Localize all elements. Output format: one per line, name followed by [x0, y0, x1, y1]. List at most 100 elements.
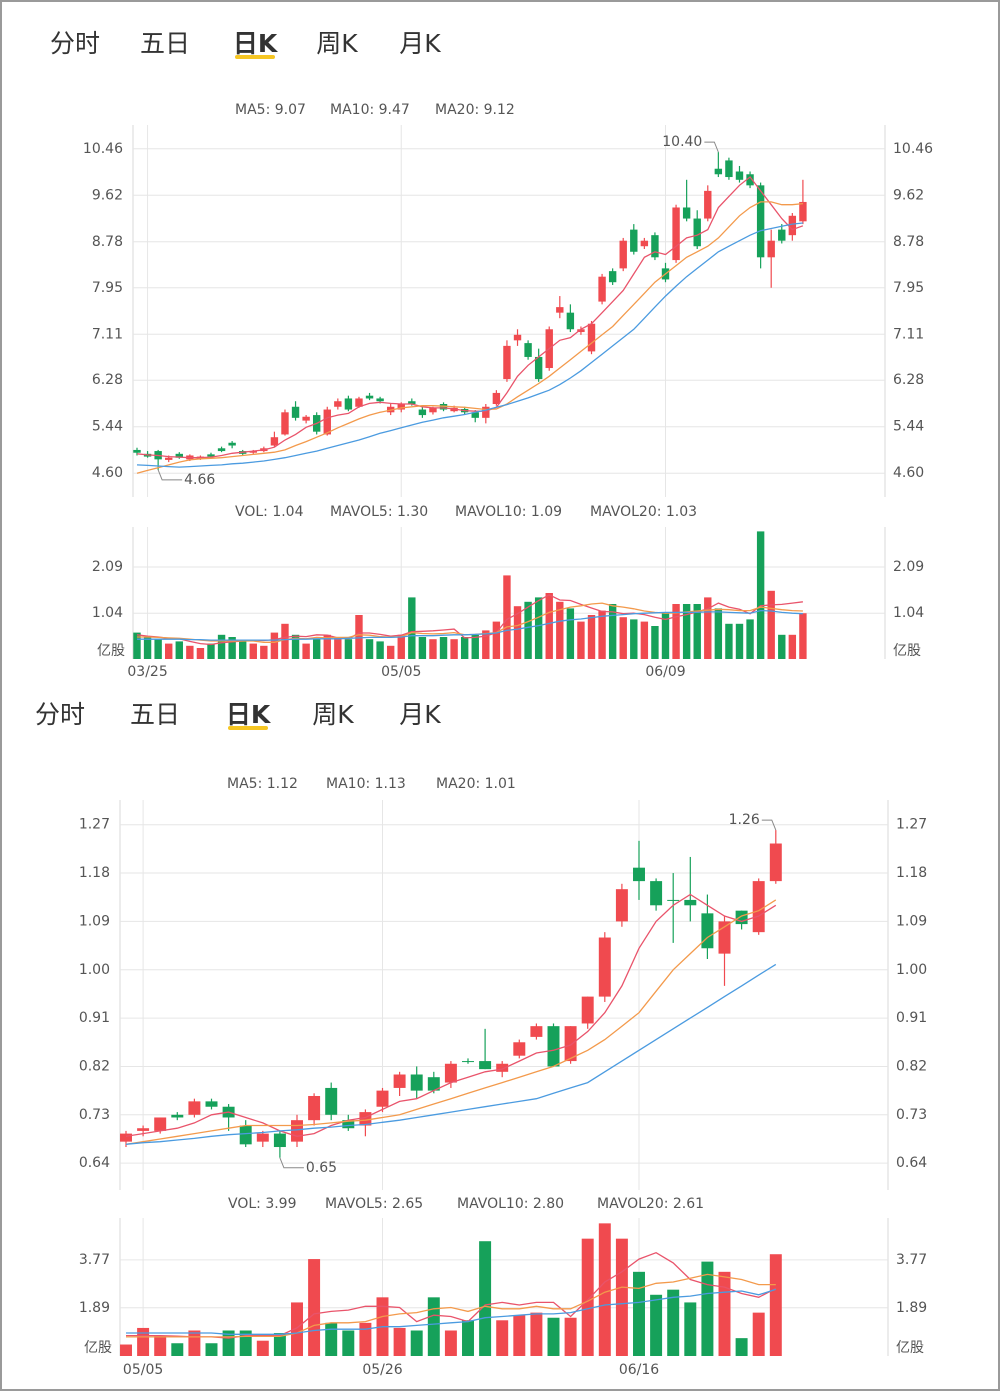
volume-bar	[684, 1302, 697, 1356]
volume-bar	[661, 612, 670, 659]
candle-body	[524, 343, 532, 357]
tab[interactable]: 五日	[130, 700, 180, 729]
legend-label: MAVOL20: 2.61	[597, 1196, 704, 1212]
x-tick-label: 03/25	[127, 664, 167, 680]
y-tick-label: 7.11	[893, 326, 924, 342]
ma-line	[126, 1273, 776, 1338]
y-tick-label: 4.60	[893, 465, 924, 481]
volume-bar	[137, 1327, 150, 1356]
volume-bar	[693, 604, 701, 659]
y-tick-label: 1.18	[896, 865, 927, 881]
y-tick-label: 8.78	[893, 234, 924, 250]
candle-body	[376, 1090, 389, 1107]
volume-bar	[530, 1312, 543, 1356]
candle-body	[735, 910, 748, 925]
candle-body	[393, 1074, 406, 1088]
candle-body	[513, 1042, 526, 1056]
y-tick-label: 1.04	[893, 605, 924, 621]
volume-bar	[581, 1238, 594, 1356]
candle-body	[598, 276, 606, 302]
tab[interactable]: 周K	[316, 29, 358, 58]
y-tick-label: 9.62	[893, 187, 924, 203]
volume-unit: 亿股	[896, 1340, 924, 1356]
candle-body	[376, 398, 384, 402]
volume-bar	[386, 645, 395, 659]
candle-body	[427, 1077, 440, 1091]
candle-body	[273, 1133, 286, 1148]
volume-bar	[564, 1317, 577, 1356]
volume-bar	[205, 1343, 218, 1356]
volume-bar	[718, 1271, 731, 1356]
candle-body	[608, 271, 617, 283]
candle-body	[188, 1101, 201, 1115]
y-tick-label: 3.77	[896, 1252, 927, 1268]
candle-body	[325, 1087, 338, 1115]
candle-body	[756, 185, 765, 258]
y-tick-label: 0.64	[79, 1155, 110, 1171]
candle-body	[633, 867, 645, 882]
candle-body	[133, 449, 141, 453]
volume-bar	[598, 610, 606, 659]
volume-bar	[171, 1343, 184, 1356]
volume-bar	[444, 1330, 457, 1356]
volume-bar	[154, 1335, 167, 1356]
volume-bar	[545, 593, 553, 659]
volume-bar	[196, 648, 205, 659]
volume-bar	[482, 630, 490, 659]
volume-bar	[165, 643, 173, 659]
tab[interactable]: 日K	[226, 700, 272, 729]
candle-body	[217, 448, 226, 452]
tab[interactable]: 分时	[50, 29, 100, 58]
candle-body	[746, 174, 754, 186]
tab[interactable]: 五日	[140, 29, 190, 58]
y-tick-label: 7.11	[92, 326, 123, 342]
candle-body	[640, 240, 649, 247]
candle-body	[650, 881, 663, 906]
y-tick-label: 0.91	[896, 1010, 927, 1026]
legend-label: MA10: 9.47	[330, 102, 410, 118]
volume-bar	[175, 641, 183, 659]
volume-bar	[291, 1302, 303, 1356]
min-leader	[157, 469, 183, 481]
candle-body	[630, 229, 638, 252]
tab[interactable]: 分时	[35, 700, 85, 729]
y-tick-label: 0.82	[896, 1058, 927, 1074]
legend-label: MA5: 1.12	[227, 776, 298, 792]
volume-bar	[651, 626, 659, 659]
y-tick-label: 9.62	[92, 187, 123, 203]
volume-bar	[513, 1315, 526, 1356]
tab[interactable]: 月K	[399, 700, 441, 729]
y-tick-label: 5.44	[92, 419, 123, 435]
volume-bar	[462, 1320, 474, 1356]
candle-body	[171, 1114, 184, 1118]
volume-bar	[682, 604, 691, 659]
candle-body	[651, 235, 659, 258]
candle-body	[342, 1120, 355, 1129]
y-tick-label: 3.77	[79, 1252, 110, 1268]
legend-label: MAVOL5: 1.30	[330, 504, 428, 520]
volume-bar	[376, 641, 384, 659]
volume-bar	[429, 639, 437, 659]
candle-body	[205, 1101, 218, 1107]
tab[interactable]: 月K	[399, 29, 441, 58]
legend-label: MAVOL5: 2.65	[325, 1196, 423, 1212]
candle-body	[788, 215, 797, 236]
tab[interactable]: 日K	[233, 29, 279, 58]
volume-unit: 亿股	[893, 643, 921, 659]
y-tick-label: 7.95	[92, 280, 123, 296]
volume-bar	[630, 619, 638, 659]
tab[interactable]: 周K	[312, 700, 354, 729]
volume-bar	[619, 617, 627, 659]
candle-body	[228, 442, 236, 446]
volume-bar	[217, 634, 226, 659]
y-tick-label: 1.09	[896, 913, 927, 929]
volume-bar	[270, 632, 279, 659]
y-tick-label: 0.64	[896, 1155, 927, 1171]
volume-legend: VOL: 1.04	[235, 504, 304, 520]
candle-body	[534, 356, 543, 380]
candle-body	[429, 407, 437, 413]
volume-bar	[752, 1312, 765, 1356]
y-tick-label: 1.09	[79, 913, 110, 929]
candle-body	[714, 168, 723, 175]
